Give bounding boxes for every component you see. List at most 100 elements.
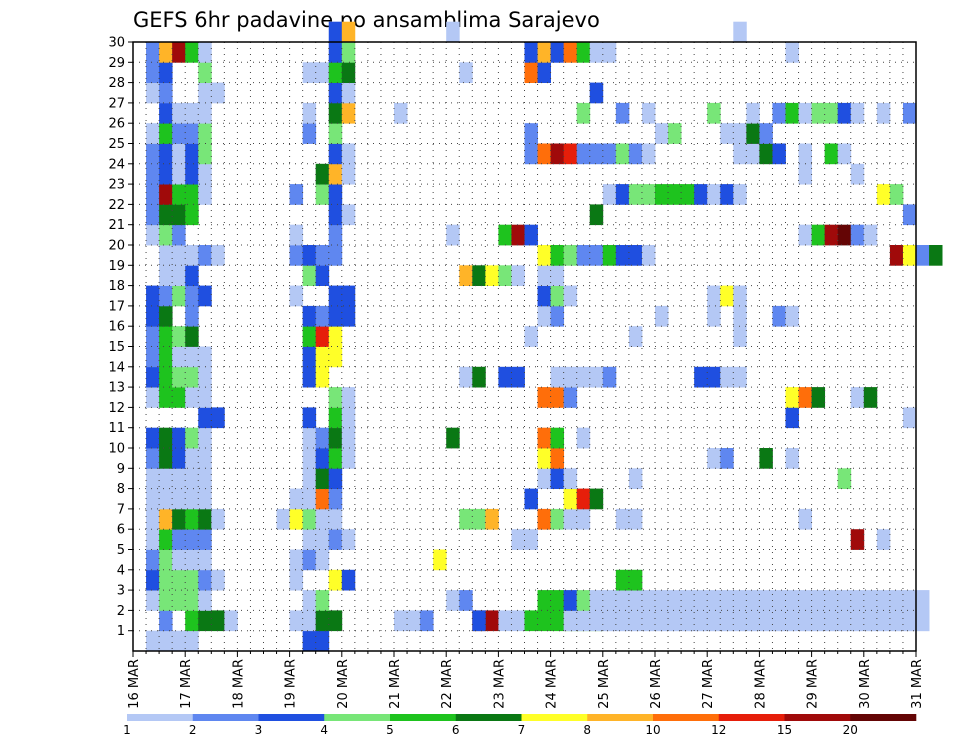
heatmap-cell: [159, 468, 173, 489]
heatmap-cell: [315, 610, 330, 632]
y-tick-label: 12: [108, 401, 125, 416]
heatmap-cell: [146, 346, 160, 368]
heatmap-cell: [159, 448, 173, 469]
heatmap-cell: [824, 102, 839, 124]
heatmap-cell: [511, 529, 525, 550]
heatmap-cell: [172, 245, 186, 266]
heatmap-cell: [302, 305, 317, 327]
heatmap-cell: [668, 590, 682, 611]
heatmap-cell: [289, 184, 304, 205]
heatmap-cell: [302, 265, 317, 286]
heatmap-cell: [198, 62, 212, 83]
heatmap-cell: [889, 590, 904, 611]
heatmap-cell: [602, 590, 617, 611]
heatmap-cell: [172, 549, 186, 571]
heatmap-cell: [198, 102, 212, 124]
heatmap-cell: [746, 123, 760, 144]
heatmap-cell: [916, 610, 930, 632]
heatmap-cell: [863, 590, 878, 611]
heatmap-cell: [328, 305, 343, 327]
heatmap-cell: [146, 184, 160, 205]
heatmap-cell: [185, 245, 199, 266]
heatmap-cell: [328, 407, 343, 429]
heatmap-cell: [641, 590, 656, 611]
heatmap-cell: [785, 387, 799, 408]
heatmap-cell: [185, 305, 199, 327]
heatmap-cell: [824, 590, 839, 611]
heatmap-cell: [146, 224, 160, 246]
x-tick-label: 21 MAR: [388, 659, 403, 709]
heatmap-cell: [146, 305, 160, 327]
chart-title: GEFS 6hr padavine po ansamblima Sarajevo: [133, 8, 600, 32]
heatmap-cell: [524, 326, 538, 347]
heatmap-cell: [641, 610, 656, 632]
heatmap-cell: [328, 204, 343, 226]
heatmap-cell: [837, 590, 852, 611]
heatmap-cell: [341, 42, 356, 63]
y-tick-label: 1: [117, 624, 125, 639]
heatmap-cell: [172, 224, 186, 246]
heatmap-cell: [328, 184, 343, 205]
heatmap-cell: [328, 245, 343, 266]
heatmap-cell: [524, 143, 538, 165]
heatmap-cell: [159, 62, 173, 83]
heatmap-cell: [185, 468, 199, 489]
heatmap-cell: [198, 468, 212, 489]
heatmap-cell: [524, 62, 538, 83]
heatmap-cell: [498, 265, 512, 286]
heatmap-cell: [863, 224, 878, 246]
heatmap-cell: [315, 326, 330, 347]
heatmap-cell: [211, 508, 225, 530]
heatmap-cell: [589, 204, 604, 226]
heatmap-cell: [694, 184, 708, 205]
heatmap-cell: [341, 569, 356, 591]
y-tick-label: 15: [108, 340, 125, 355]
x-tick-label: 29 MAR: [806, 659, 821, 709]
heatmap-cell: [302, 123, 317, 144]
heatmap-cell: [315, 184, 330, 205]
heatmap-cell: [302, 488, 317, 510]
heatmap-cell: [837, 610, 852, 632]
heatmap-cell: [537, 265, 551, 286]
heatmap-cell: [537, 42, 551, 63]
heatmap-cell: [185, 102, 199, 124]
heatmap-cell: [159, 82, 173, 104]
heatmap-cell: [198, 448, 212, 469]
heatmap-cell: [185, 285, 199, 307]
heatmap-cell: [159, 224, 173, 246]
heatmap-cell: [185, 163, 199, 185]
heatmap-cell: [172, 42, 186, 63]
heatmap-cell: [889, 245, 904, 266]
heatmap-cell: [315, 245, 330, 266]
heatmap-cell: [576, 610, 591, 632]
y-tick-label: 14: [108, 360, 125, 375]
heatmap-cell: [628, 143, 643, 165]
heatmap-cell: [198, 82, 212, 104]
x-tick-label: 25 MAR: [597, 659, 612, 709]
heatmap-cell: [185, 326, 199, 347]
heatmap-cell: [707, 305, 721, 327]
heatmap-cell: [185, 427, 199, 449]
heatmap-cell: [811, 610, 826, 632]
heatmap-cell: [328, 62, 343, 83]
colorbar-swatch: [390, 714, 457, 721]
colorbar-label: 3: [255, 723, 263, 737]
heatmap-cell: [772, 610, 786, 632]
heatmap-cell: [733, 610, 747, 632]
y-axis-ticks: 1234567891011121314151617181920212223242…: [108, 36, 133, 639]
heatmap-cell: [798, 610, 812, 632]
heatmap-cell: [550, 427, 565, 449]
heatmap-cell: [707, 590, 721, 611]
heatmap-cell: [537, 245, 551, 266]
heatmap-cell: [785, 305, 799, 327]
heatmap-cell: [916, 590, 930, 611]
heatmap-cell: [537, 305, 551, 327]
heatmap-cell: [328, 82, 343, 104]
heatmap-cell: [811, 387, 826, 408]
heatmap-cell: [681, 184, 695, 205]
colorbar-label: 12: [711, 723, 726, 737]
heatmap-cell: [850, 610, 865, 632]
heatmap-cell: [172, 204, 186, 226]
heatmap-cell: [211, 245, 225, 266]
heatmap-cell: [798, 224, 812, 246]
